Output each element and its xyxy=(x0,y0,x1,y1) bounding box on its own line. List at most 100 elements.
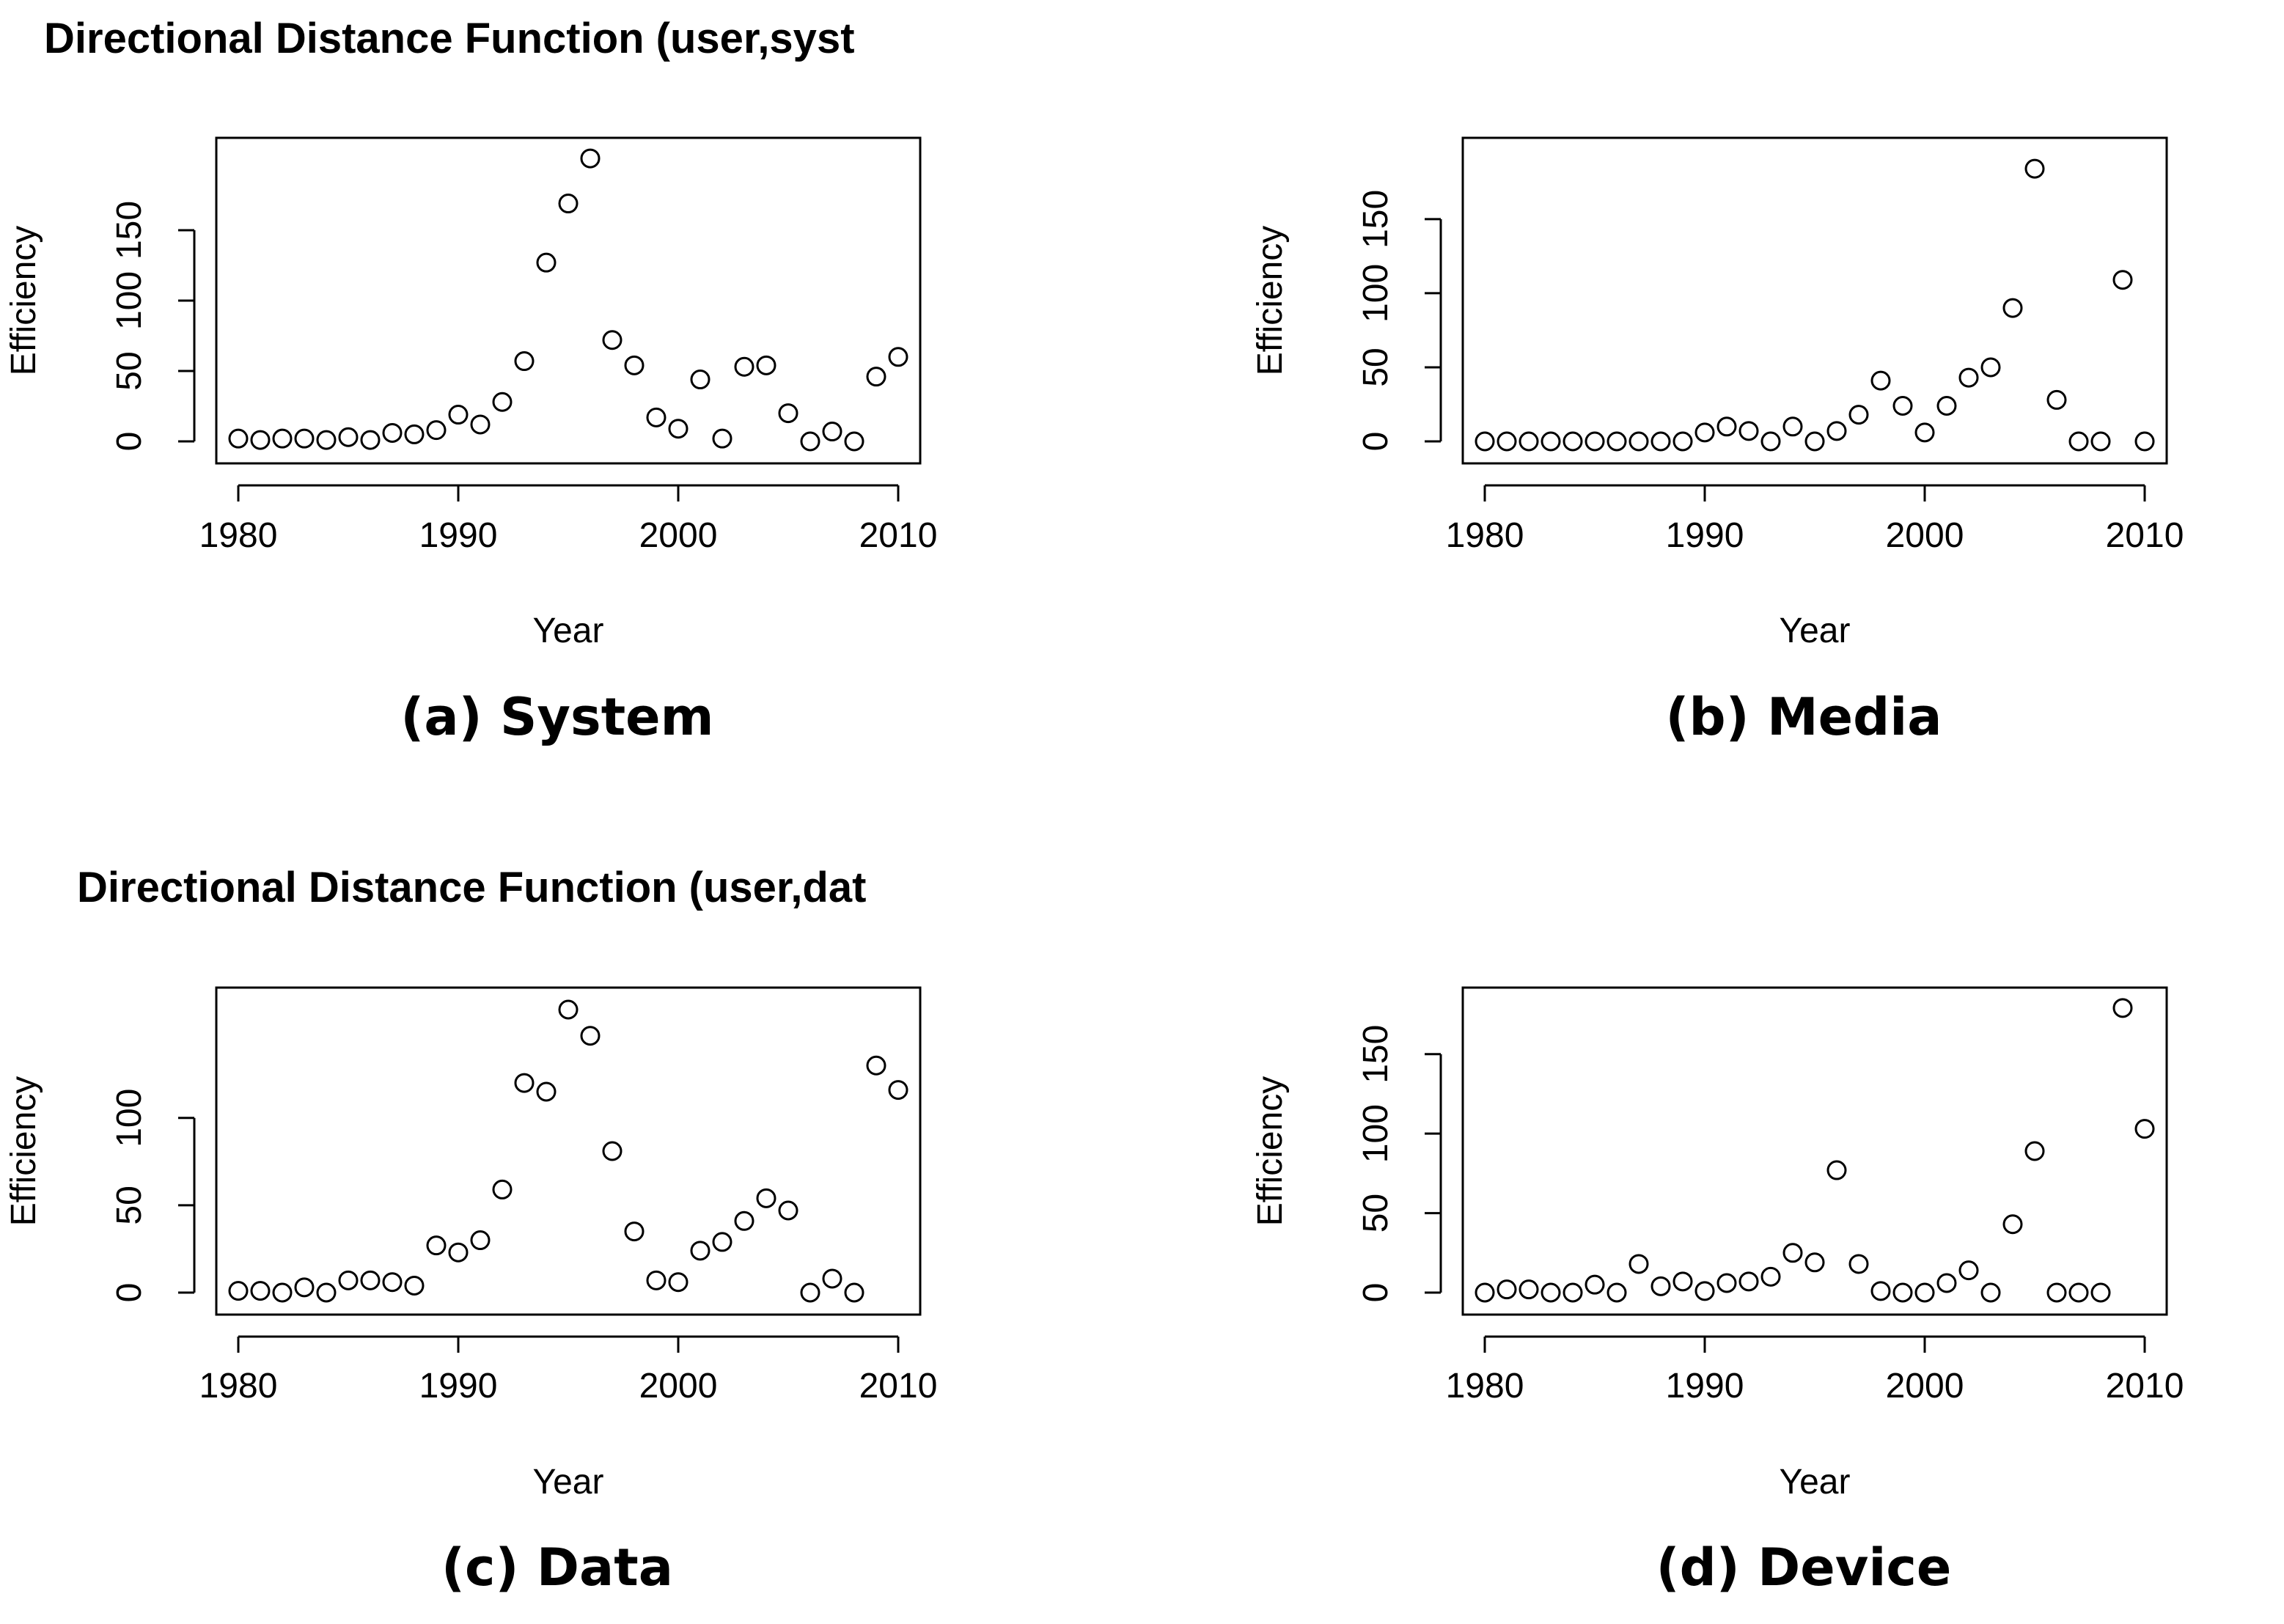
data-point xyxy=(602,330,623,350)
x-tick-label: 2000 xyxy=(639,1367,718,1406)
data-point xyxy=(734,356,754,377)
data-point xyxy=(2046,389,2067,410)
data-point xyxy=(558,999,579,1020)
data-point xyxy=(360,430,381,450)
y-axis-label: Efficiency xyxy=(4,226,43,376)
data-point xyxy=(1497,431,1517,452)
data-point xyxy=(1475,1282,1495,1303)
data-point xyxy=(492,1179,513,1199)
plot-frame xyxy=(1461,986,2168,1316)
data-point xyxy=(822,1268,842,1289)
x-tick-label: 2010 xyxy=(2106,516,2184,555)
data-point xyxy=(734,1210,754,1231)
chart-title: Directional Distance Function (user,dat xyxy=(77,864,866,911)
data-point xyxy=(2046,1282,2067,1303)
y-axis-label: Efficiency xyxy=(1251,1076,1290,1227)
data-point xyxy=(2024,1141,2045,1161)
y-axis-label: Efficiency xyxy=(1251,226,1290,376)
y-tick-label: 50 xyxy=(1356,1194,1395,1232)
data-point xyxy=(2002,298,2023,318)
data-point xyxy=(1694,1281,1715,1301)
data-point xyxy=(250,1281,271,1301)
data-point xyxy=(316,430,337,450)
data-point xyxy=(866,1055,886,1076)
data-point xyxy=(602,1141,623,1161)
data-point xyxy=(294,1277,315,1298)
data-point xyxy=(756,355,776,375)
data-point xyxy=(448,405,469,425)
data-point xyxy=(1738,421,1759,441)
data-point xyxy=(624,355,645,375)
data-point xyxy=(1892,395,1913,416)
data-point xyxy=(2090,431,2111,452)
y-tick-label: 0 xyxy=(110,1283,149,1303)
data-point xyxy=(2112,998,2133,1018)
data-point xyxy=(1738,1271,1759,1292)
x-tick-label: 2000 xyxy=(639,516,718,555)
data-point xyxy=(272,428,293,449)
data-point xyxy=(580,1026,601,1046)
x-axis-label: Year xyxy=(533,1463,604,1502)
chart-title: Directional Distance Function (user,syst xyxy=(44,15,855,62)
data-point xyxy=(1936,395,1957,416)
data-point xyxy=(1694,422,1715,443)
data-point xyxy=(1760,431,1781,452)
data-point xyxy=(558,194,579,214)
data-point xyxy=(1980,1282,2001,1303)
y-tick-label: 150 xyxy=(1356,1025,1395,1084)
x-tick-label: 1990 xyxy=(419,516,498,555)
y-axis-label: Efficiency xyxy=(4,1076,43,1227)
chart-title: Directional Distance Function (user,mec xyxy=(1301,15,2112,62)
panel-caption: (c) Data xyxy=(441,1537,673,1598)
y-tick-label: 100 xyxy=(110,271,149,330)
y-tick-label: 150 xyxy=(110,201,149,260)
data-point xyxy=(800,1282,820,1303)
data-point xyxy=(1541,431,1561,452)
y-tick-label: 0 xyxy=(1356,432,1395,452)
data-point xyxy=(2134,431,2155,452)
data-point xyxy=(2002,1214,2023,1235)
data-point xyxy=(756,1188,776,1208)
data-point xyxy=(448,1242,469,1263)
chart-panel-3: Directional Distance Function (user,dat 1… xyxy=(4,864,937,1598)
x-tick-label: 2010 xyxy=(859,516,938,555)
panel-caption: (b) Media xyxy=(1666,687,1942,747)
chart-panel-2: Directional Distance Function (user,mec 1… xyxy=(1251,15,2184,747)
data-point xyxy=(1563,431,1583,452)
data-point xyxy=(1826,1160,1847,1180)
data-point xyxy=(1716,1273,1737,1293)
data-point xyxy=(1606,431,1627,452)
data-point xyxy=(800,431,820,452)
data-point xyxy=(1782,416,1803,437)
data-point xyxy=(844,1282,864,1303)
data-point xyxy=(844,431,864,452)
data-point xyxy=(1585,431,1605,452)
plot-frame xyxy=(215,136,922,465)
data-point xyxy=(712,1232,732,1252)
data-point xyxy=(470,414,491,435)
data-point xyxy=(228,1281,249,1301)
panel-caption: (d) Device xyxy=(1656,1537,1952,1598)
data-point xyxy=(690,370,710,390)
x-tick-label: 2010 xyxy=(859,1367,938,1406)
data-point xyxy=(1936,1273,1957,1293)
data-point xyxy=(1606,1282,1627,1303)
data-point xyxy=(1848,1254,1869,1274)
data-point xyxy=(536,1081,557,1102)
data-point xyxy=(294,428,315,449)
x-axis-label: Year xyxy=(1780,611,1851,650)
data-point xyxy=(668,1272,688,1293)
data-point xyxy=(1914,1282,1935,1303)
data-point xyxy=(1782,1243,1803,1263)
y-tick-label: 0 xyxy=(110,432,149,452)
data-point xyxy=(1541,1282,1561,1303)
data-point xyxy=(514,1073,535,1093)
data-point xyxy=(382,1272,403,1293)
data-point xyxy=(492,392,513,412)
data-point xyxy=(1760,1266,1781,1287)
data-point xyxy=(624,1221,645,1242)
data-point xyxy=(338,427,359,447)
data-point xyxy=(1958,1260,1979,1281)
x-tick-label: 2000 xyxy=(1886,1367,1964,1406)
x-tick-label: 1990 xyxy=(419,1367,498,1406)
